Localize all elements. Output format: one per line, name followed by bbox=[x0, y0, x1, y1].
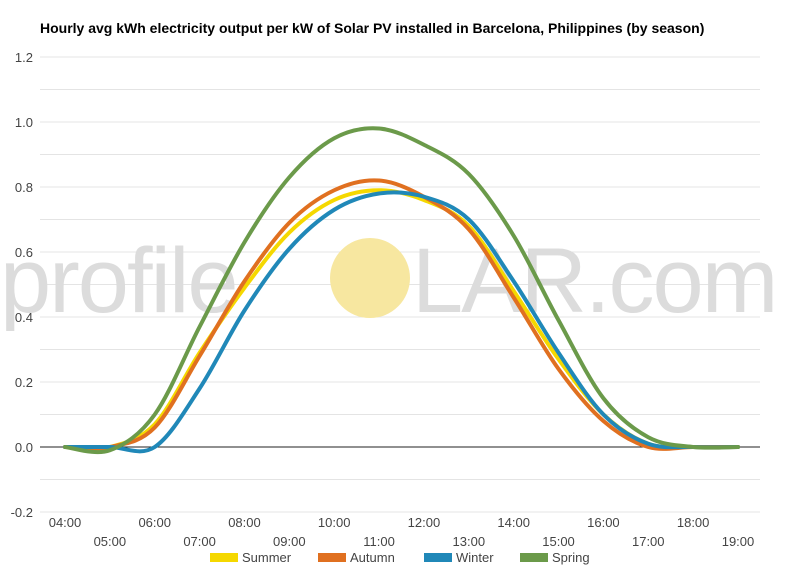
watermark-sun-icon bbox=[330, 238, 410, 318]
watermark-text-right: LAR.com bbox=[412, 230, 776, 332]
x-tick-label: 05:00 bbox=[94, 534, 127, 549]
series-lines bbox=[63, 126, 740, 455]
x-tick-label: 09:00 bbox=[273, 534, 306, 549]
y-tick-label: 0.0 bbox=[15, 440, 33, 455]
chart-title: Hourly avg kWh electricity output per kW… bbox=[40, 20, 704, 36]
x-tick-label: 15:00 bbox=[542, 534, 575, 549]
x-tick-label: 17:00 bbox=[632, 534, 665, 549]
x-tick-label: 06:00 bbox=[138, 515, 171, 530]
x-tick-label: 13:00 bbox=[453, 534, 486, 549]
y-tick-label: 1.2 bbox=[15, 50, 33, 65]
legend-swatch-spring bbox=[520, 553, 548, 562]
legend-label-summer: Summer bbox=[242, 550, 292, 565]
x-tick-label: 04:00 bbox=[49, 515, 82, 530]
legend-label-autumn: Autumn bbox=[350, 550, 395, 565]
legend-swatch-autumn bbox=[318, 553, 346, 562]
x-tick-label: 18:00 bbox=[677, 515, 710, 530]
x-tick-label: 16:00 bbox=[587, 515, 620, 530]
y-tick-label: 0.6 bbox=[15, 245, 33, 260]
y-axis: -0.2 0.0 0.2 0.4 0.6 0.8 1.0 1.2 bbox=[11, 50, 33, 520]
legend-swatch-summer bbox=[210, 553, 238, 562]
x-tick-label: 12:00 bbox=[408, 515, 441, 530]
legend-label-spring: Spring bbox=[552, 550, 590, 565]
series-line-spring bbox=[63, 126, 740, 455]
y-tick-label: 1.0 bbox=[15, 115, 33, 130]
x-tick-label: 11:00 bbox=[363, 534, 395, 549]
series-line-winter bbox=[63, 190, 740, 454]
legend-label-winter: Winter bbox=[456, 550, 494, 565]
y-tick-label: -0.2 bbox=[11, 505, 33, 520]
series-line-autumn bbox=[63, 178, 740, 451]
x-tick-label: 19:00 bbox=[722, 534, 755, 549]
y-tick-label: 0.4 bbox=[15, 310, 33, 325]
watermark-text-left: profile bbox=[0, 230, 237, 332]
legend: Summer Autumn Winter Spring bbox=[210, 550, 590, 565]
grid bbox=[40, 56, 760, 513]
x-tick-label: 07:00 bbox=[183, 534, 216, 549]
x-tick-label: 14:00 bbox=[497, 515, 530, 530]
y-tick-label: 0.8 bbox=[15, 180, 33, 195]
legend-swatch-winter bbox=[424, 553, 452, 562]
watermark: profile LAR.com bbox=[0, 230, 778, 332]
x-tick-label: 10:00 bbox=[318, 515, 351, 530]
y-tick-label: 0.2 bbox=[15, 375, 33, 390]
x-tick-label: 08:00 bbox=[228, 515, 261, 530]
x-axis: 04:00 06:00 08:00 10:00 12:00 14:00 16:00 18:00… bbox=[49, 515, 755, 549]
